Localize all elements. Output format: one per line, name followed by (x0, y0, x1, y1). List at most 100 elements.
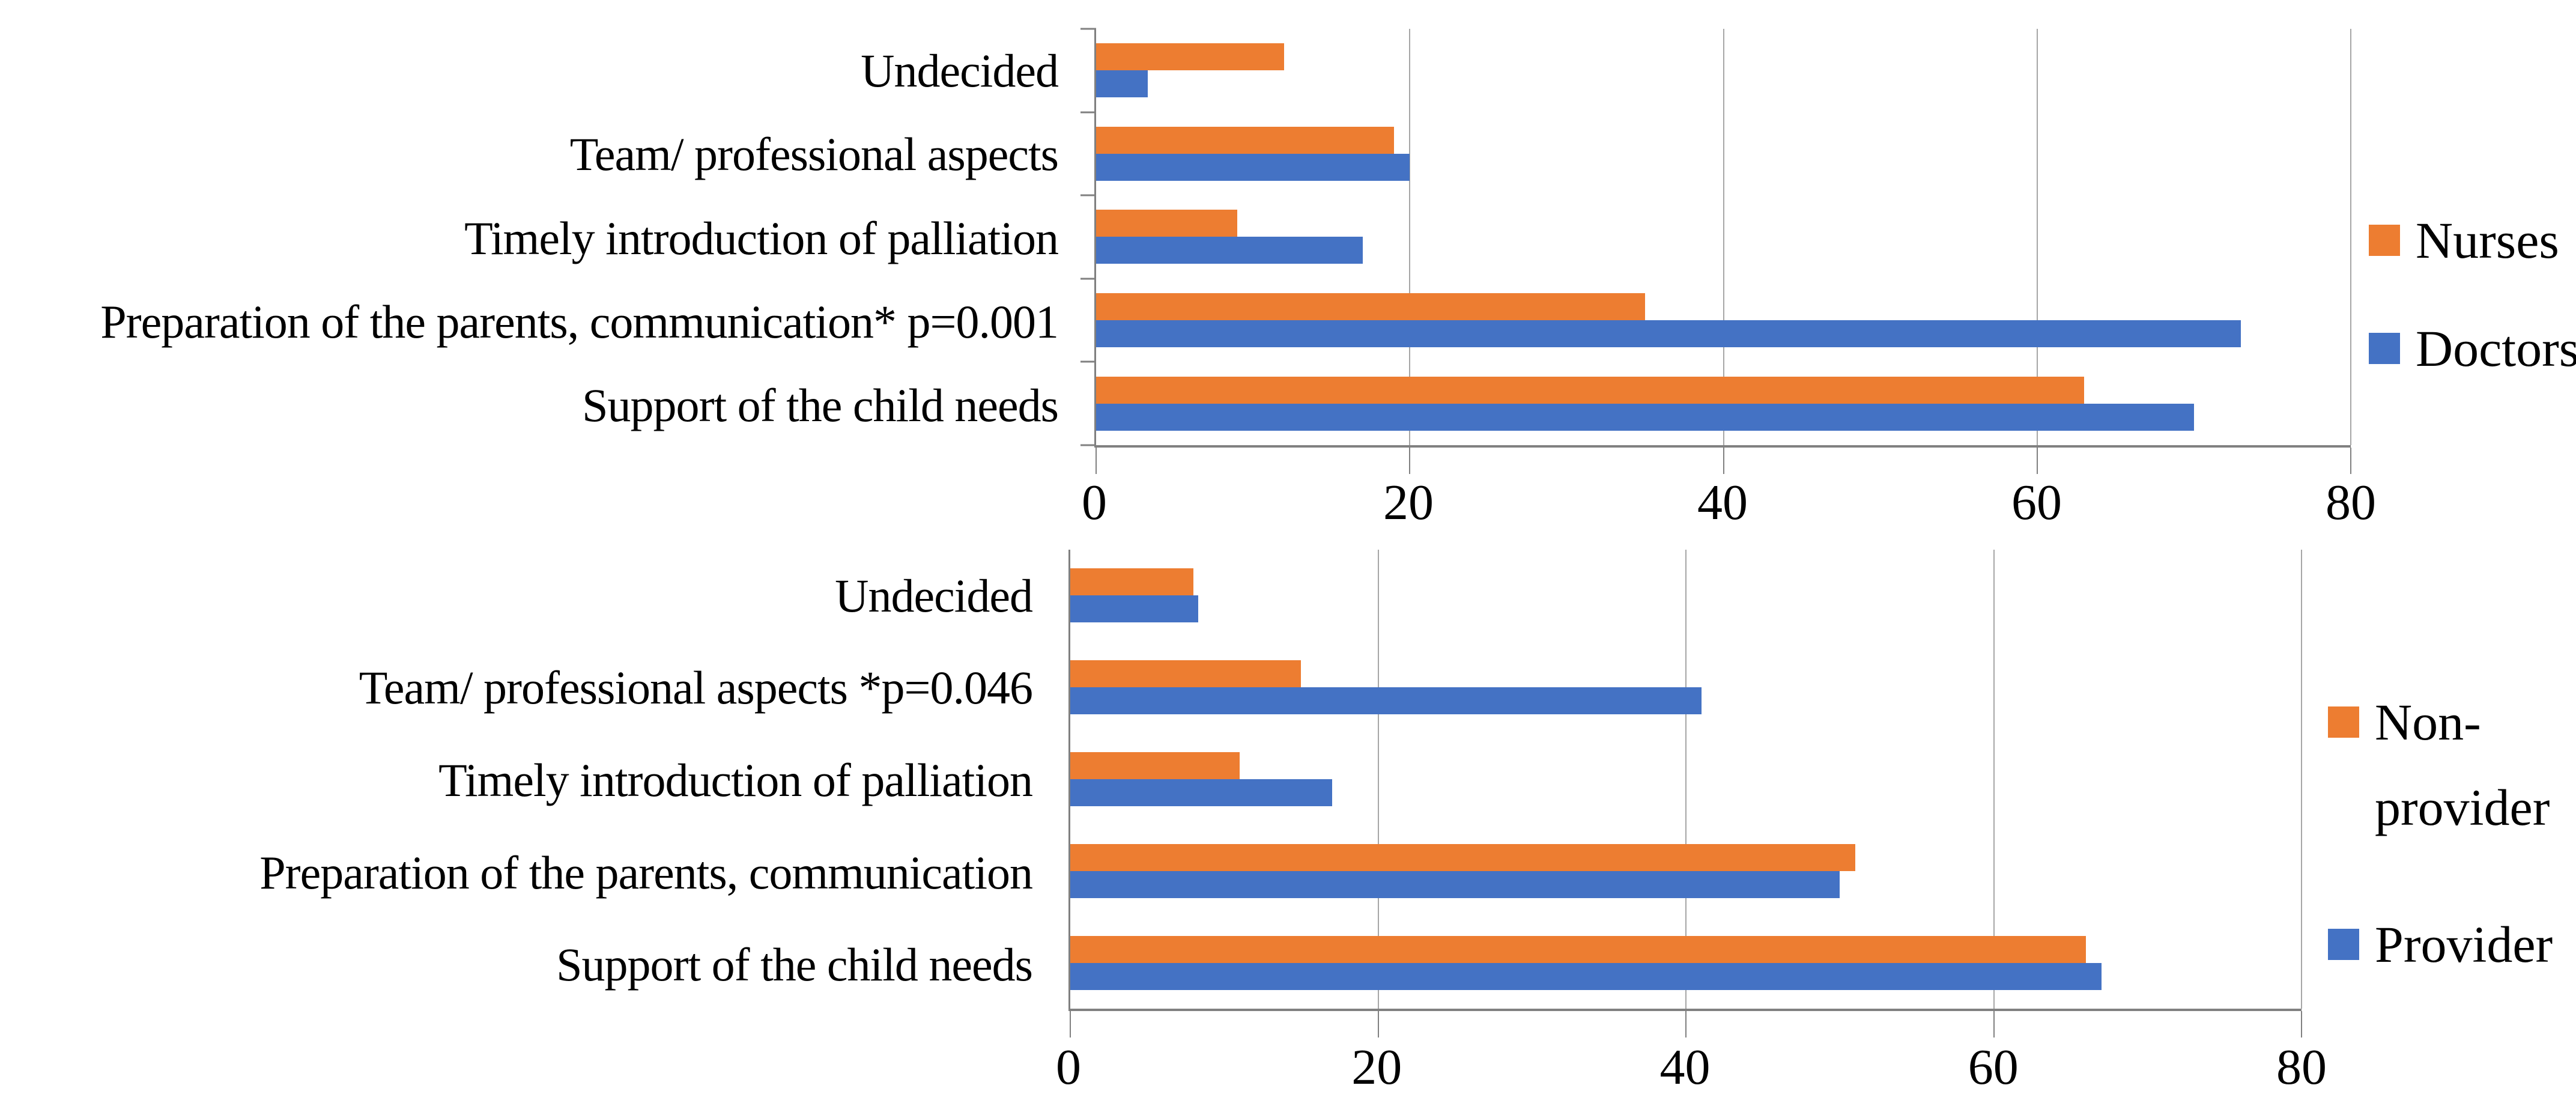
bar-pair (1096, 43, 2351, 98)
x-axis-tick-labels: 0 20 40 60 80 (1056, 1039, 2327, 1118)
category-label-timely-introduction-of-palliation: Timely introduction of palliation (464, 211, 1059, 264)
bar-doctors-support-of-the-child-needs (1096, 403, 2194, 431)
bar-pair (1070, 935, 2302, 990)
bar-doctors-undecided (1096, 70, 1148, 98)
legend-swatch-icon (2369, 332, 2400, 364)
category-row-preparation-of-the-parents-communication-p-0-001 (1096, 279, 2351, 362)
x-axis-tickmark-20 (1377, 1011, 1379, 1037)
category-row-undecided (1070, 550, 2302, 642)
bar-rows (1096, 29, 2351, 445)
legend-swatch-icon (2328, 928, 2359, 960)
bar-pair (1070, 843, 2302, 898)
bar-non-provider-timely-introduction-of-palliation (1070, 752, 1240, 779)
bar-pair (1096, 293, 2351, 348)
bar-nurses-team-professional-aspects (1096, 126, 1395, 154)
x-tick-label-80: 80 (2276, 1039, 2327, 1095)
bar-nurses-undecided (1096, 43, 1285, 71)
bar-pair (1070, 752, 2302, 806)
legend: Non-provider Provider (2328, 680, 2576, 1039)
bar-provider-timely-introduction-of-palliation (1070, 779, 1332, 806)
category-label-support-of-the-child-needs: Support of the child needs (556, 938, 1033, 991)
bar-non-provider-support-of-the-child-needs (1070, 935, 2087, 963)
bar-provider-undecided (1070, 595, 1198, 623)
category-axis-tickmark (1080, 360, 1096, 363)
legend-label: Nurses (2416, 211, 2559, 269)
plot-area (1068, 550, 2302, 1037)
legend-entry-non-provider: Non-provider (2328, 680, 2576, 851)
category-axis-tickmark (1080, 444, 1096, 446)
category-label-preparation-of-the-parents-communication: Preparation of the parents, communicatio… (259, 846, 1033, 899)
bar-nurses-preparation-of-the-parents-communication-p-0-001 (1096, 293, 1645, 321)
gridline-x-80 (2350, 29, 2351, 445)
gridline-x-40 (1685, 550, 1687, 1009)
category-axis-tickmark (1080, 111, 1096, 114)
category-label-undecided: Undecided (861, 44, 1059, 97)
x-axis-tick-labels: 0 20 40 60 80 (1082, 475, 2376, 556)
bar-non-provider-undecided (1070, 568, 1193, 596)
category-row-team-professional-aspects (1096, 112, 2351, 196)
category-axis-labels: Undecided Team/ professional aspects Timel… (0, 29, 1059, 448)
bar-non-provider-team-professional-aspects-p-0-046 (1070, 660, 1302, 688)
category-label-team-professional-aspects: Team/ professional aspects (569, 128, 1059, 181)
legend-entry-nurses: Nurses (2369, 198, 2576, 284)
bar-provider-team-professional-aspects-p-0-046 (1070, 687, 1702, 715)
category-row-support-of-the-child-needs (1070, 917, 2302, 1009)
x-axis-tickmark-40 (1723, 448, 1724, 474)
gridline-x-20 (1377, 550, 1379, 1009)
gridline-x-80 (2301, 550, 2302, 1009)
category-axis-tickmark (1080, 194, 1096, 196)
x-axis-tickmark-80 (2301, 1011, 2302, 1037)
gridline-x-20 (1409, 29, 1411, 445)
category-row-timely-introduction-of-palliation (1070, 734, 2302, 825)
bar-doctors-preparation-of-the-parents-communication-p-0-001 (1096, 320, 2241, 348)
gridline-x-60 (1993, 550, 1995, 1009)
x-tick-label-60: 60 (2011, 475, 2062, 530)
bar-doctors-team-professional-aspects (1096, 153, 1410, 181)
legend-entry-doctors: Doctors (2369, 306, 2576, 392)
x-tick-label-40: 40 (1659, 1039, 1711, 1095)
category-label-undecided: Undecided (835, 569, 1033, 622)
bar-provider-preparation-of-the-parents-communication (1070, 870, 1840, 898)
x-tick-label-60: 60 (1968, 1039, 2019, 1095)
x-axis-tickmark-60 (1993, 1011, 1995, 1037)
category-label-timely-introduction-of-palliation: Timely introduction of palliation (438, 753, 1033, 806)
bar-pair (1070, 660, 2302, 715)
category-label-team-professional-aspects-p-0-046: Team/ professional aspects *p=0.046 (359, 661, 1033, 714)
category-row-team-professional-aspects-p-0-046 (1070, 642, 2302, 734)
x-tick-label-20: 20 (1383, 475, 1434, 530)
x-tick-label-80: 80 (2326, 475, 2376, 530)
legend-entry-provider: Provider (2328, 902, 2576, 988)
bar-nurses-timely-introduction-of-palliation (1096, 210, 1237, 237)
legend-label: Non-provider (2375, 693, 2550, 836)
x-tick-label-0: 0 (1082, 475, 1107, 530)
plot-area (1080, 28, 2351, 474)
category-row-undecided (1096, 29, 2351, 112)
x-axis-tickmark-0 (1096, 448, 1097, 474)
category-row-timely-introduction-of-palliation (1096, 195, 2351, 279)
category-label-preparation-of-the-parents-communication-p-0-001: Preparation of the parents, communicatio… (100, 295, 1059, 348)
bar-pair (1096, 376, 2351, 431)
x-tick-label-40: 40 (1697, 475, 1748, 530)
legend: Nurses Doctors (2369, 198, 2576, 415)
x-axis-tickmark-60 (2036, 448, 2038, 474)
bar-nurses-support-of-the-child-needs (1096, 376, 2085, 404)
x-axis-tickmark-80 (2350, 448, 2351, 474)
bar-doctors-timely-introduction-of-palliation (1096, 237, 1363, 264)
category-axis-tickmark (1080, 28, 1096, 30)
x-axis-tickmark-40 (1685, 1011, 1687, 1037)
bar-rows (1070, 550, 2302, 1009)
bar-non-provider-preparation-of-the-parents-communication (1070, 843, 1855, 871)
category-row-support-of-the-child-needs (1096, 362, 2351, 445)
x-tick-label-20: 20 (1351, 1039, 1402, 1095)
legend-swatch-icon (2328, 706, 2359, 738)
category-label-support-of-the-child-needs: Support of the child needs (582, 379, 1059, 432)
x-axis-tickmark-0 (1070, 1011, 1071, 1037)
x-tick-label-0: 0 (1056, 1039, 1081, 1095)
bar-pair (1096, 210, 2351, 264)
category-axis-tickmark (1080, 278, 1096, 280)
gridline-x-40 (1723, 29, 1724, 445)
legend-label: Provider (2375, 915, 2553, 973)
